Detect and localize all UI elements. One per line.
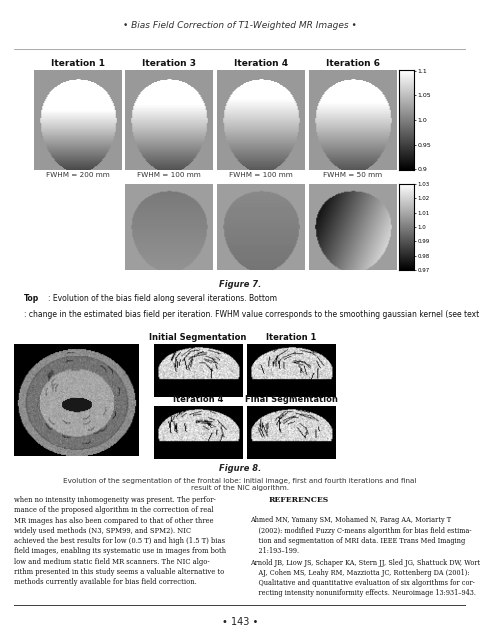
Text: Iteration 3: Iteration 3: [142, 59, 196, 68]
Text: Iteration 4: Iteration 4: [234, 59, 288, 68]
Text: Figure 7.: Figure 7.: [219, 280, 261, 289]
Text: Iteration 1: Iteration 1: [50, 59, 105, 68]
Text: Ahmed MN, Yamany SM, Mohamed N, Farag AA, Moriarty T
    (2002): modified Fuzzy : Ahmed MN, Yamany SM, Mohamed N, Farag AA…: [250, 516, 471, 555]
Text: Evolution of the segmentation of the frontal lobe: initial image, first and four: Evolution of the segmentation of the fro…: [63, 478, 417, 491]
Text: Iteration 4: Iteration 4: [173, 396, 223, 404]
Text: • 143 •: • 143 •: [222, 617, 258, 627]
Text: Initial Segmentation: Initial Segmentation: [149, 333, 247, 342]
Text: FWHM = 100 mm: FWHM = 100 mm: [229, 172, 293, 178]
Text: REFERENCES: REFERENCES: [269, 496, 329, 504]
Text: FWHM = 200 mm: FWHM = 200 mm: [46, 172, 109, 178]
Text: Iteration 1: Iteration 1: [266, 333, 317, 342]
Text: FWHM = 50 mm: FWHM = 50 mm: [323, 172, 382, 178]
Text: FWHM = 100 mm: FWHM = 100 mm: [137, 172, 201, 178]
Text: Figure 8.: Figure 8.: [219, 464, 261, 473]
Text: : Evolution of the bias field along several iterations. Bottom: : Evolution of the bias field along seve…: [48, 294, 277, 303]
Text: Iteration 6: Iteration 6: [325, 59, 380, 68]
Text: Final Segmentation: Final Segmentation: [245, 396, 338, 404]
Text: when no intensity inhomogeneity was present. The perfor-
mance of the proposed a: when no intensity inhomogeneity was pres…: [14, 496, 227, 586]
Text: : change in the estimated bias field per iteration. FWHM value corresponds to th: : change in the estimated bias field per…: [24, 310, 480, 319]
Text: Arnold JB, Liow JS, Schaper KA, Stern JJ, Sled JG, Shattuck DW, Worth
    AJ, Co: Arnold JB, Liow JS, Schaper KA, Stern JJ…: [250, 559, 480, 597]
Text: • Bias Field Correction of T1-Weighted MR Images •: • Bias Field Correction of T1-Weighted M…: [123, 21, 357, 30]
Text: Top: Top: [24, 294, 39, 303]
